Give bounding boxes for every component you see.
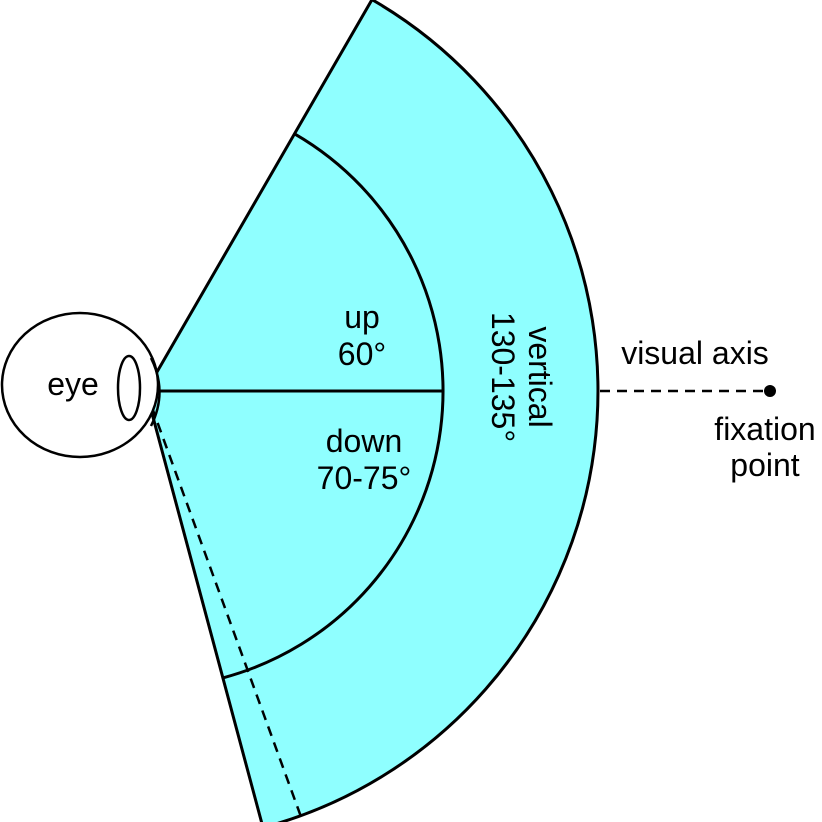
fixation-label-line2: point xyxy=(730,447,800,483)
vertical-angle-value: 130-135° xyxy=(485,312,521,442)
eye-lens xyxy=(116,354,142,422)
inner-field-sector xyxy=(222,132,445,680)
fixation-label-line1: fixation xyxy=(714,411,815,447)
fixation-point-dot xyxy=(764,385,776,397)
down-label: down xyxy=(326,423,403,459)
vertical-label-group: vertical 130-135° xyxy=(485,312,558,442)
vertical-label: vertical xyxy=(522,326,558,427)
up-label: up xyxy=(344,299,380,335)
down-limit-dashed-line xyxy=(144,390,302,817)
vertical-field-outer-sector xyxy=(144,0,600,822)
up-angle-value: 60° xyxy=(338,336,386,372)
visual-axis-label: visual axis xyxy=(621,335,769,371)
eye-label: eye xyxy=(47,366,99,402)
down-angle-value: 70-75° xyxy=(317,460,412,496)
eye-cornea xyxy=(149,357,161,427)
